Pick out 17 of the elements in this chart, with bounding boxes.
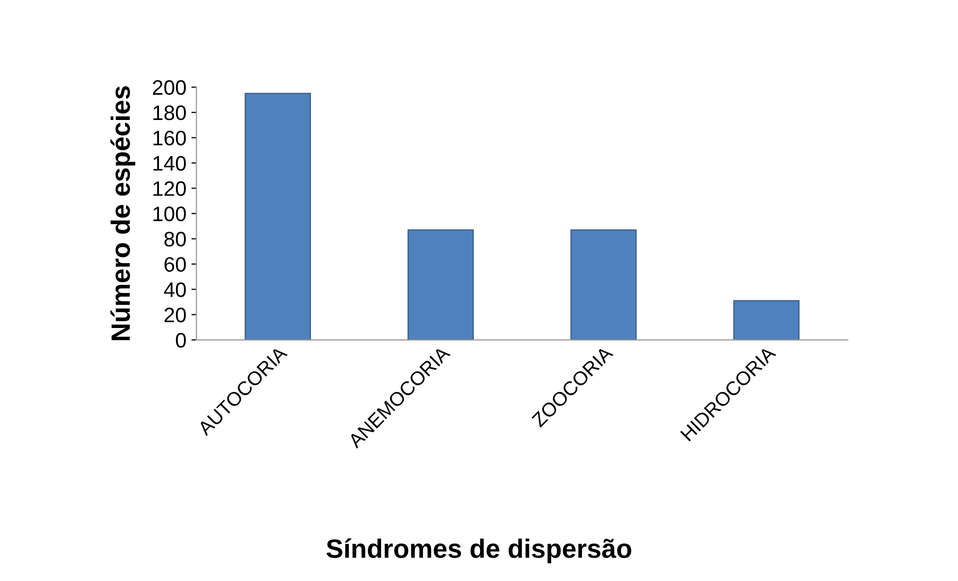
bar [244, 92, 311, 340]
y-tick-label: 100 [154, 206, 186, 222]
bar [408, 229, 474, 340]
y-tick-label: 20 [164, 308, 186, 322]
y-tick-label: 60 [164, 257, 186, 272]
y-tick-label: 120 [154, 181, 186, 196]
y-tick-label: 160 [154, 130, 186, 146]
x-axis-title: Síndromes de dispersão [326, 538, 632, 564]
y-tick-label: 0 [176, 332, 186, 348]
y-axis-title: Número de espécies [110, 86, 136, 340]
y-tick-label: 200 [152, 80, 186, 95]
y-tick-label: 140 [154, 156, 186, 171]
y-tick-label: 40 [164, 282, 186, 298]
bar [570, 229, 637, 340]
y-tick-label: 80 [164, 232, 186, 247]
bar [733, 300, 800, 340]
y-tick-label: 180 [154, 105, 186, 120]
